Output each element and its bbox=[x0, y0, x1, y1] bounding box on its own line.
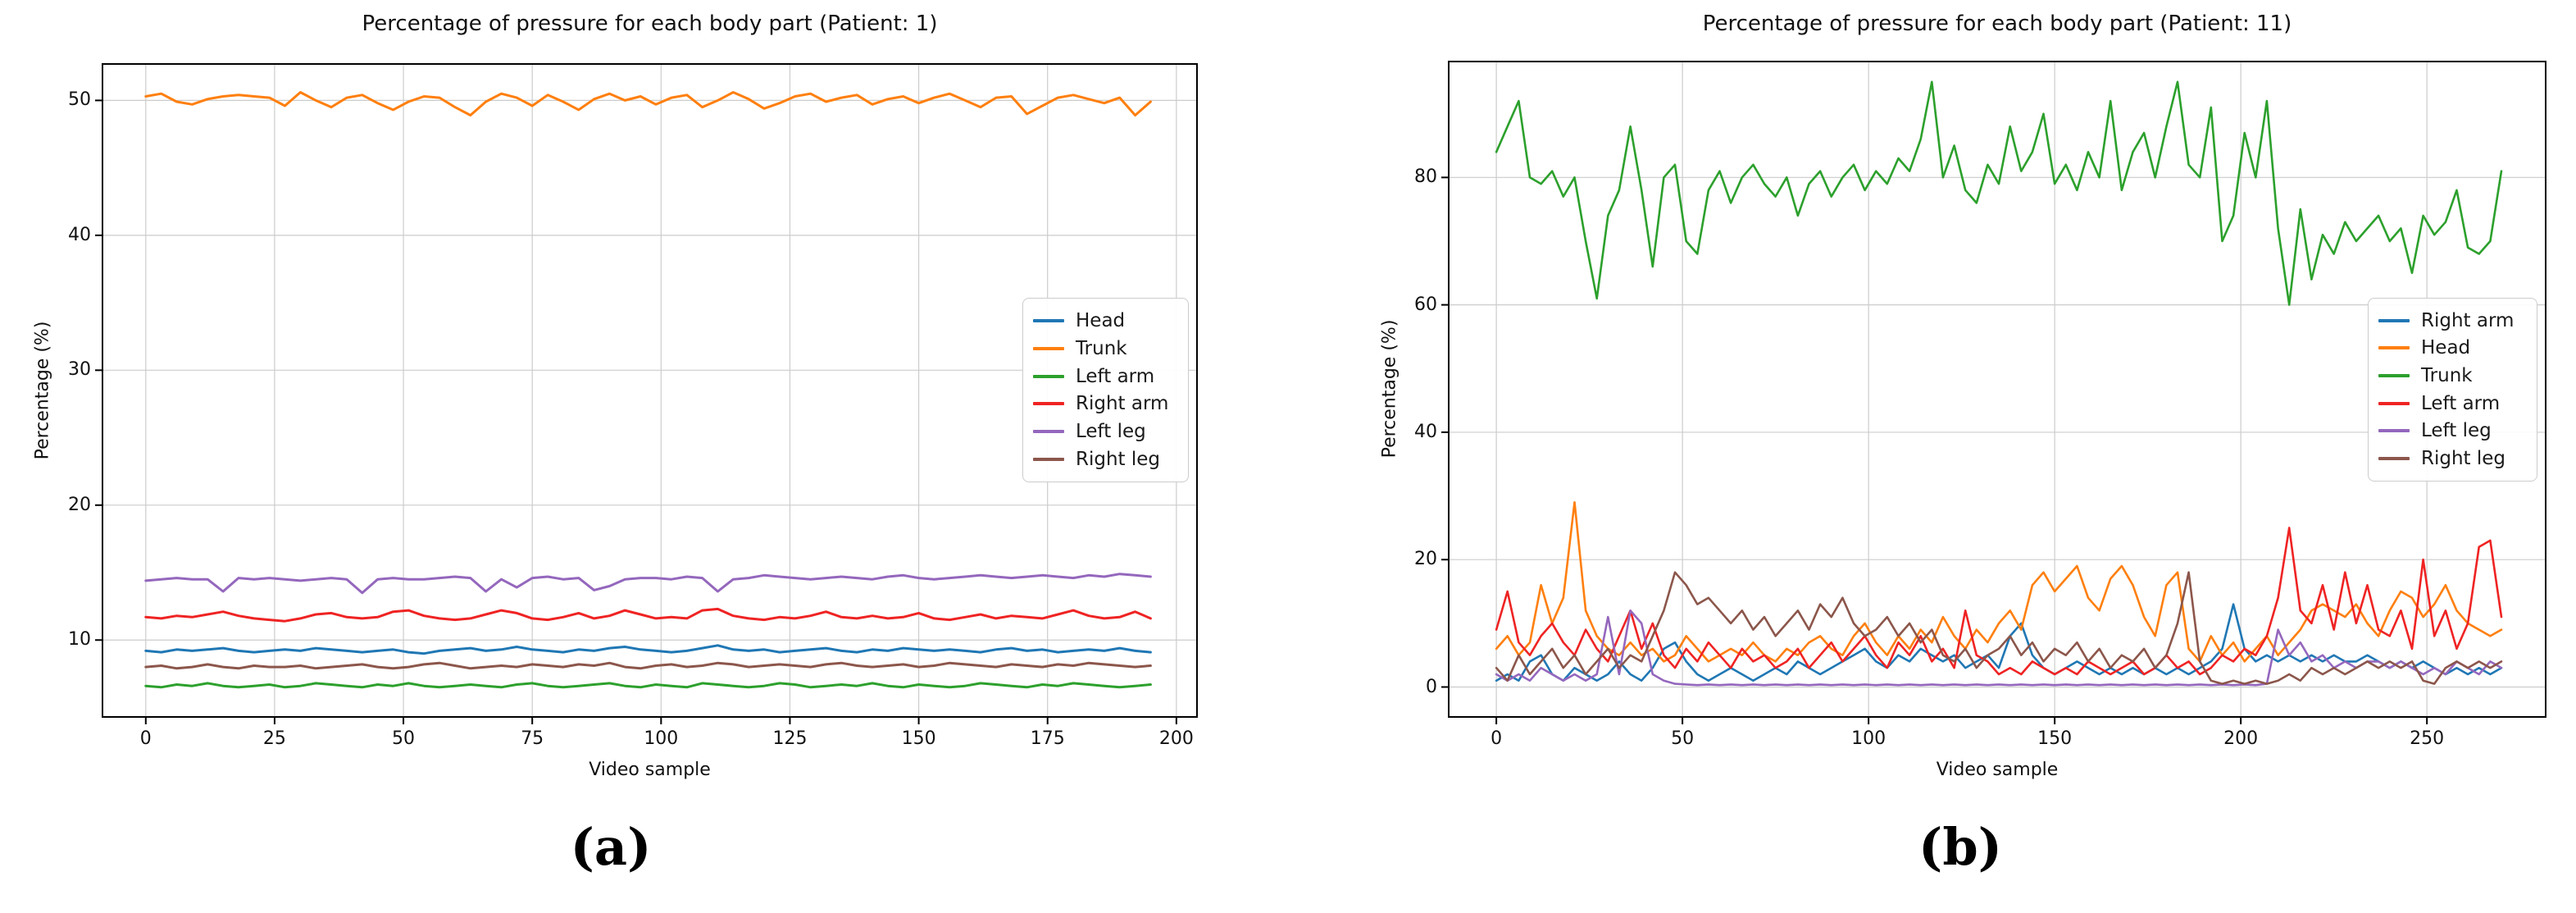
x-tick-label: 175 bbox=[1030, 728, 1065, 749]
series-line-left-arm bbox=[1495, 527, 2503, 676]
legend-label: Head bbox=[1076, 309, 1126, 331]
legend-item-head: Head bbox=[1033, 310, 1178, 331]
legend-label: Left arm bbox=[2421, 392, 2501, 414]
y-tick-label: 40 bbox=[68, 224, 91, 245]
legend-label: Left leg bbox=[2421, 420, 2492, 442]
y-tick-label: 30 bbox=[68, 359, 91, 381]
y-tick-label: 20 bbox=[68, 494, 91, 515]
legend-label: Left leg bbox=[1076, 421, 1146, 443]
legend-patient-1: Head Trunk Left arm Right arm Left leg Right … bbox=[1022, 298, 1189, 482]
x-tick-label: 200 bbox=[1158, 728, 1194, 749]
series-line-left-arm bbox=[144, 682, 1152, 689]
legend-item-right-leg: Right leg bbox=[1033, 449, 1178, 470]
legend-line-icon bbox=[2378, 318, 2410, 322]
y-tick-label: 20 bbox=[1414, 549, 1437, 570]
legend-patient-11: Right arm Head Trunk Left arm Left leg Right … bbox=[2368, 298, 2537, 482]
legend-item-left-arm: Left arm bbox=[2378, 393, 2527, 414]
x-tick-label: 50 bbox=[392, 728, 416, 749]
x-tick-label: 0 bbox=[1491, 728, 1503, 749]
legend-line-icon bbox=[1033, 402, 1064, 406]
legend-line-icon bbox=[1033, 318, 1064, 322]
legend-label: Right leg bbox=[2421, 448, 2506, 470]
legend-item-trunk: Trunk bbox=[2378, 365, 2527, 386]
series-line-right-arm bbox=[1495, 603, 2503, 682]
legend-item-head: Head bbox=[2378, 337, 2527, 358]
legend-label: Trunk bbox=[1076, 337, 1127, 359]
legend-label: Left arm bbox=[1076, 365, 1155, 387]
series-line-trunk bbox=[144, 91, 1152, 116]
x-tick-label: 0 bbox=[139, 728, 152, 749]
legend-item-right-arm: Right arm bbox=[1033, 393, 1178, 414]
legend-line-icon bbox=[1033, 374, 1064, 378]
x-tick-label: 150 bbox=[2037, 728, 2073, 749]
x-tick-label: 125 bbox=[772, 728, 808, 749]
y-tick-label: 80 bbox=[1414, 167, 1437, 188]
chart-title-patient-1: Percentage of pressure for each body par… bbox=[362, 11, 938, 36]
legend-label: Right arm bbox=[1076, 393, 1169, 415]
x-tick-label: 50 bbox=[1671, 728, 1695, 749]
legend-item-left-leg: Left leg bbox=[1033, 421, 1178, 442]
legend-label: Right arm bbox=[2421, 309, 2515, 331]
caption-b: (b) bbox=[1918, 817, 2003, 877]
x-axis-label-patient-1: Video sample bbox=[589, 760, 711, 780]
legend-line-icon bbox=[2378, 346, 2410, 350]
series-line-head bbox=[144, 644, 1152, 655]
y-tick-label: 40 bbox=[1414, 421, 1437, 442]
series-line-trunk bbox=[1495, 80, 2503, 306]
x-tick-label: 150 bbox=[901, 728, 936, 749]
legend-line-icon bbox=[1033, 430, 1064, 434]
legend-line-icon bbox=[2378, 429, 2410, 433]
series-line-left-leg bbox=[144, 573, 1152, 595]
legend-label: Right leg bbox=[1076, 449, 1161, 471]
caption-a: (a) bbox=[570, 817, 652, 877]
series-line-head bbox=[1495, 500, 2503, 663]
y-tick-label: 60 bbox=[1414, 294, 1437, 315]
series-line-right-leg bbox=[1495, 571, 2503, 685]
legend-line-icon bbox=[2378, 457, 2410, 461]
y-tick-label: 0 bbox=[1426, 676, 1437, 697]
y-tick-label: 50 bbox=[68, 89, 91, 111]
legend-item-right-arm: Right arm bbox=[2378, 310, 2527, 331]
legend-item-right-leg: Right leg bbox=[2378, 448, 2527, 469]
chart-title-patient-11: Percentage of pressure for each body par… bbox=[1702, 11, 2292, 36]
legend-item-left-leg: Left leg bbox=[2378, 420, 2527, 441]
y-tick-label: 10 bbox=[68, 629, 91, 651]
x-tick-label: 75 bbox=[521, 728, 544, 749]
x-tick-label: 100 bbox=[644, 728, 679, 749]
series-line-left-leg bbox=[1495, 609, 2503, 687]
x-tick-label: 200 bbox=[2223, 728, 2259, 749]
y-axis-label-patient-1: Percentage (%) bbox=[32, 321, 53, 460]
legend-item-trunk: Trunk bbox=[1033, 338, 1178, 359]
legend-line-icon bbox=[1033, 346, 1064, 350]
series-line-right-leg bbox=[144, 661, 1152, 670]
legend-label: Trunk bbox=[2421, 365, 2473, 387]
x-axis-label-patient-11: Video sample bbox=[1936, 760, 2059, 780]
legend-item-left-arm: Left arm bbox=[1033, 366, 1178, 387]
legend-line-icon bbox=[2378, 401, 2410, 405]
legend-label: Head bbox=[2421, 337, 2471, 359]
x-tick-label: 250 bbox=[2410, 728, 2445, 749]
legend-line-icon bbox=[2378, 374, 2410, 378]
x-tick-label: 25 bbox=[262, 728, 286, 749]
series-line-right-arm bbox=[144, 607, 1152, 623]
legend-line-icon bbox=[1033, 458, 1064, 462]
x-tick-label: 100 bbox=[1851, 728, 1886, 749]
